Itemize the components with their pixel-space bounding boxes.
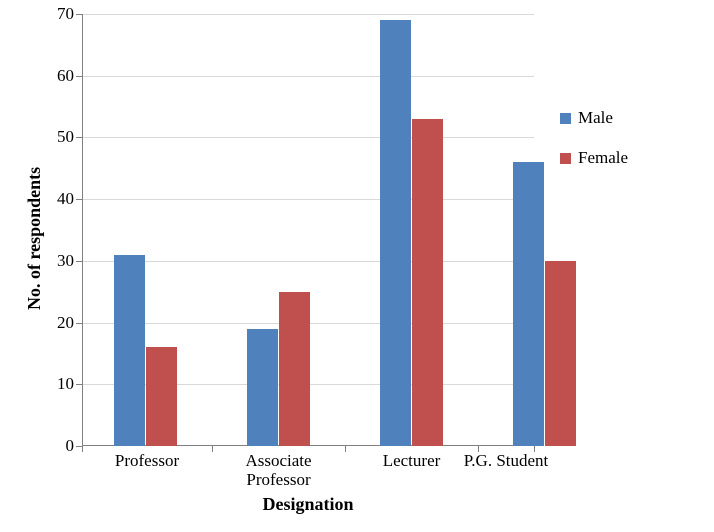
y-axis-line (82, 14, 83, 446)
bar (412, 119, 443, 446)
plot-inner (82, 14, 534, 446)
x-axis-title: Designation (82, 494, 534, 515)
gridline (82, 137, 534, 138)
x-category-label: Associate Professor (219, 452, 339, 489)
x-tick-mark (212, 446, 213, 452)
y-tick-label: 40 (40, 189, 74, 209)
plot-area (82, 14, 534, 446)
y-tick-mark (76, 323, 82, 324)
bar (279, 292, 310, 446)
bar (380, 20, 411, 446)
y-tick-label: 0 (40, 436, 74, 456)
y-tick-label: 10 (40, 374, 74, 394)
y-tick-label: 20 (40, 313, 74, 333)
y-tick-label: 70 (40, 4, 74, 24)
y-tick-mark (76, 137, 82, 138)
chart-frame: 0 10 20 30 40 50 60 70 Professor Associate Profe… (0, 0, 714, 532)
y-tick-mark (76, 14, 82, 15)
bar (247, 329, 278, 446)
bar (146, 347, 177, 446)
bar (545, 261, 576, 446)
bar (513, 162, 544, 446)
y-axis-title: No. of respondents (24, 167, 45, 310)
legend-item: Male (560, 108, 628, 128)
x-tick-mark (82, 446, 83, 452)
legend-swatch (560, 153, 571, 164)
y-tick-mark (76, 261, 82, 262)
y-tick-label: 60 (40, 66, 74, 86)
x-category-label: Professor (87, 452, 207, 471)
x-tick-mark (345, 446, 346, 452)
y-tick-label: 50 (40, 127, 74, 147)
bar (114, 255, 145, 446)
legend-swatch (560, 113, 571, 124)
x-category-label: P.G. Student (446, 452, 566, 471)
legend-item: Female (560, 148, 628, 168)
gridline (82, 76, 534, 77)
y-tick-label: 30 (40, 251, 74, 271)
legend-label: Female (578, 148, 628, 168)
y-tick-mark (76, 199, 82, 200)
y-tick-mark (76, 384, 82, 385)
y-tick-mark (76, 76, 82, 77)
gridline (82, 14, 534, 15)
gridline (82, 261, 534, 262)
legend-label: Male (578, 108, 613, 128)
legend: Male Female (560, 108, 628, 168)
gridline (82, 199, 534, 200)
